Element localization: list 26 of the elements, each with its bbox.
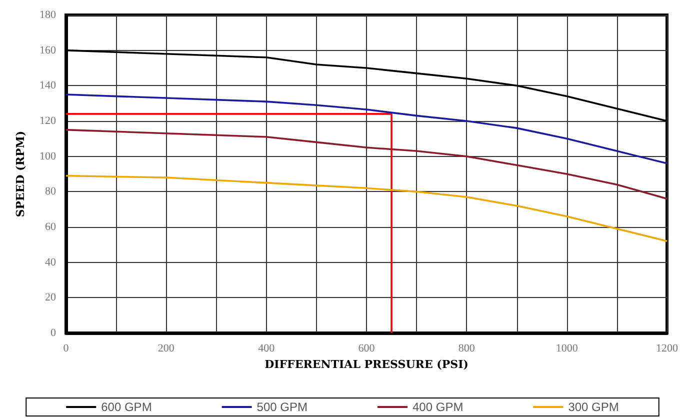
legend-label: 500 GPM — [256, 400, 308, 414]
legend-label: 400 GPM — [412, 400, 464, 414]
y-tick-label: 140 — [40, 80, 56, 92]
y-tick-label: 40 — [45, 256, 56, 268]
x-tick-label: 1200 — [656, 342, 678, 354]
x-tick-label: 200 — [158, 342, 175, 354]
y-tick-label: 180 — [40, 9, 56, 21]
x-tick-label: 1000 — [556, 342, 578, 354]
y-tick-label: 160 — [40, 44, 56, 56]
y-tick-label: 20 — [45, 292, 56, 304]
line-series — [65, 174, 668, 242]
y-tick-label: 120 — [40, 115, 56, 127]
line-series — [65, 94, 668, 164]
x-tick-label: 400 — [258, 342, 276, 354]
legend-label: 600 GPM — [101, 400, 152, 414]
x-tick-label: 0 — [63, 342, 70, 354]
x-axis-title: DIFFERENTIAL PRESSURE (PSI) — [264, 358, 468, 371]
x-tick-label: 600 — [358, 342, 376, 354]
y-tick-label: 100 — [40, 150, 56, 162]
line-series — [65, 128, 668, 200]
y-axis-title: SPEED (RPM) — [14, 130, 27, 218]
legend-label: 300 GPM — [568, 400, 619, 414]
y-tick-label: 80 — [45, 186, 56, 198]
y-tick-label: 0 — [50, 327, 56, 339]
y-tick-label: 60 — [45, 221, 56, 233]
x-tick-label: 800 — [458, 342, 476, 354]
